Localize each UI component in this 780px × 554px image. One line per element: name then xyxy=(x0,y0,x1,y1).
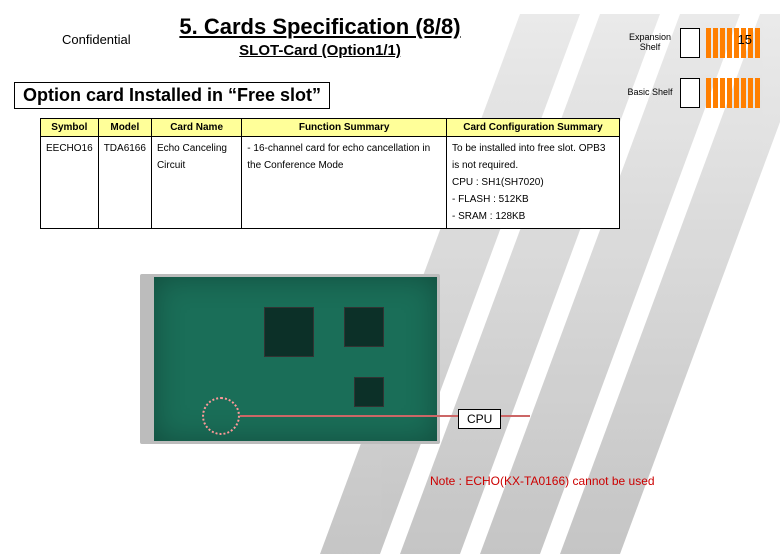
table-header: Card Name xyxy=(151,119,241,137)
shelf-bar-icon xyxy=(727,78,732,108)
shelf-bar-icon xyxy=(741,78,746,108)
chip-icon xyxy=(354,377,384,407)
shelf-bar-icon xyxy=(720,78,725,108)
table-cell: TDA6166 xyxy=(98,137,151,229)
table-cell: Echo Canceling Circuit xyxy=(151,137,241,229)
shelf-bar-icon xyxy=(727,28,732,58)
pcb-image xyxy=(140,274,440,454)
shelf-bar-icon xyxy=(706,28,711,58)
chip-icon xyxy=(264,307,314,357)
table-cell: - 16-channel card for echo cancellation … xyxy=(242,137,447,229)
table-header: Function Summary xyxy=(242,119,447,137)
basic-shelf: Basic Shelf xyxy=(626,78,760,108)
shelf-box-icon xyxy=(680,78,700,108)
shelf-bar-icon xyxy=(720,28,725,58)
expansion-shelf-label: Expansion Shelf xyxy=(626,33,674,53)
cpu-label: CPU xyxy=(458,409,501,429)
table-header: Symbol xyxy=(41,119,99,137)
option-card-label: Option card Installed in “Free slot” xyxy=(14,82,330,109)
shelf-bar-icon xyxy=(713,28,718,58)
footer-page-number: 15 xyxy=(738,32,752,47)
footer-confidential: Confidential xyxy=(62,32,131,47)
pcb-board xyxy=(140,274,440,444)
table-row: EECHO16TDA6166Echo Canceling Circuit- 16… xyxy=(41,137,620,229)
table-cell: EECHO16 xyxy=(41,137,99,229)
table-header: Model xyxy=(98,119,151,137)
basic-shelf-bars xyxy=(706,78,760,108)
table-header: Card Configuration Summary xyxy=(446,119,619,137)
shelf-bar-icon xyxy=(748,78,753,108)
shelf-bar-icon xyxy=(755,78,760,108)
shelf-bar-icon xyxy=(706,78,711,108)
shelf-box-icon xyxy=(680,28,700,58)
shelf-bar-icon xyxy=(713,78,718,108)
spec-table: SymbolModelCard NameFunction SummaryCard… xyxy=(40,118,620,229)
chip-icon xyxy=(344,307,384,347)
cpu-circle-icon xyxy=(202,397,240,435)
table-cell: To be installed into free slot. OPB3 is … xyxy=(446,137,619,229)
basic-shelf-label: Basic Shelf xyxy=(626,88,674,98)
shelf-bar-icon xyxy=(755,28,760,58)
note-text: Note : ECHO(KX-TA0166) cannot be used xyxy=(430,474,655,488)
shelf-bar-icon xyxy=(734,78,739,108)
